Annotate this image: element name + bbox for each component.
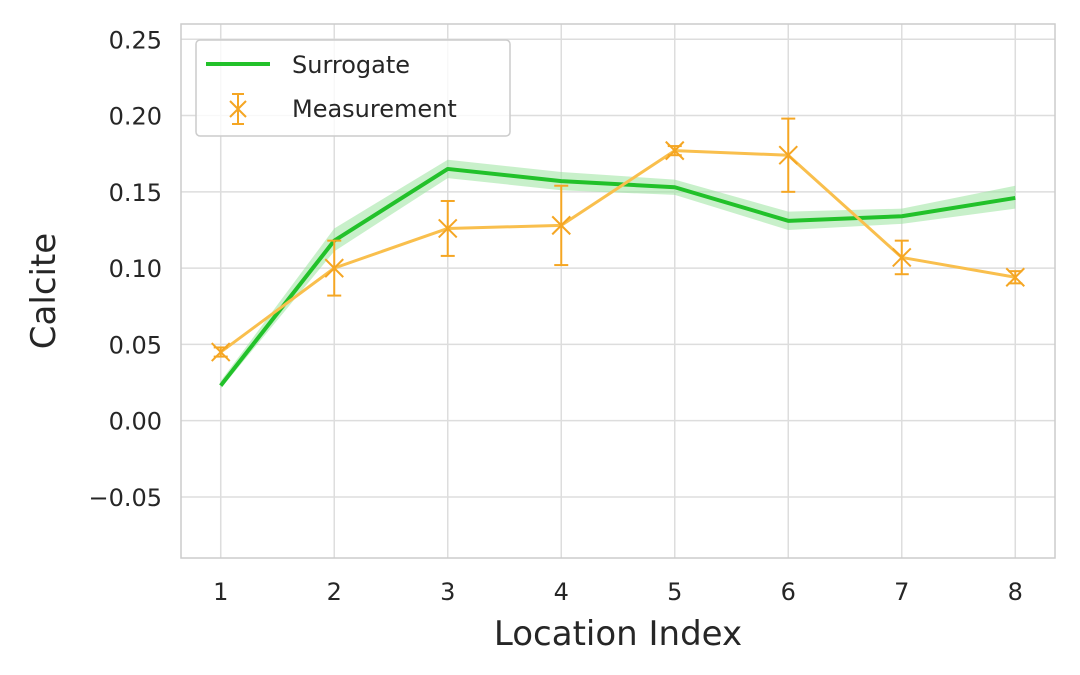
measurement-point xyxy=(551,184,571,267)
marker-x-stroke xyxy=(778,145,798,165)
surrogate-line xyxy=(219,166,1016,387)
y-tick-label: 0.10 xyxy=(109,255,162,283)
legend: Surrogate Measurement xyxy=(195,39,511,137)
x-tick-label: 1 xyxy=(213,578,228,606)
x-tick-label: 3 xyxy=(440,578,455,606)
tick-labels: 1 2 3 4 5 6 7 8 −0.05 0.00 0.05 0.10 0.15 0.20 0.25 xyxy=(88,26,1022,606)
x-tick-label: 6 xyxy=(781,578,796,606)
legend-surrogate-label: Surrogate xyxy=(292,51,410,79)
measurement-point xyxy=(892,239,912,276)
legend-measurement-label: Measurement xyxy=(292,95,457,123)
measurement-point xyxy=(665,140,685,161)
y-tick-label: −0.05 xyxy=(88,484,162,512)
x-tick-label: 4 xyxy=(554,578,569,606)
marker-x-stroke xyxy=(1005,267,1025,287)
y-tick-label: 0.20 xyxy=(109,103,162,131)
y-tick-label: 0.00 xyxy=(109,408,162,436)
measurement-point xyxy=(324,239,344,297)
x-tick-label: 5 xyxy=(667,578,682,606)
x-tick-label: 2 xyxy=(327,578,342,606)
marker-x-stroke xyxy=(324,258,344,278)
marker-x-stroke xyxy=(438,218,458,239)
plot-frame xyxy=(180,23,1056,559)
marker-x-stroke xyxy=(551,215,571,236)
marker-x-stroke xyxy=(665,140,685,161)
surrogate-band xyxy=(220,159,1016,389)
measurement-point xyxy=(778,117,798,193)
measurement-point xyxy=(438,199,458,257)
marker-x-stroke xyxy=(892,247,912,268)
y-tick-label: 0.15 xyxy=(109,179,162,207)
y-tick-label: 0.05 xyxy=(109,331,162,359)
x-tick-label: 8 xyxy=(1008,578,1023,606)
x-tick-label: 7 xyxy=(894,578,909,606)
legend-box xyxy=(195,39,511,137)
y-tick-label: 0.25 xyxy=(109,26,162,54)
x-axis-label: Location Index xyxy=(494,614,742,654)
measurement-line xyxy=(219,149,1016,354)
y-axis-label: Calcite xyxy=(24,233,64,349)
measurement-point xyxy=(211,342,231,362)
series-layer xyxy=(211,117,1025,389)
legend-measurement-swatch xyxy=(229,93,247,125)
measurement-point xyxy=(1005,267,1025,287)
marker-x-stroke xyxy=(211,342,231,362)
